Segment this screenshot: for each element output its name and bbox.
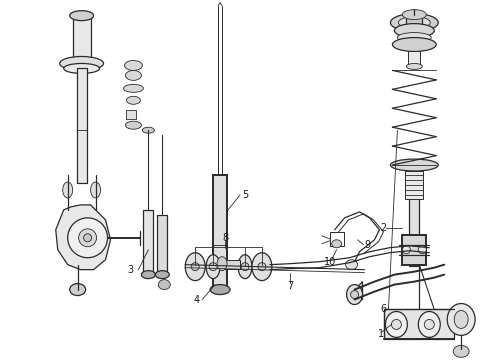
Ellipse shape [210, 285, 230, 294]
Bar [76, 68, 87, 183]
Ellipse shape [217, 257, 227, 271]
Circle shape [68, 218, 107, 258]
Circle shape [209, 263, 217, 271]
Text: 10: 10 [323, 257, 336, 267]
Ellipse shape [185, 253, 205, 280]
Circle shape [392, 319, 401, 329]
Circle shape [191, 263, 199, 271]
Ellipse shape [391, 159, 438, 171]
Circle shape [350, 291, 359, 298]
Text: 5: 5 [242, 190, 248, 200]
Bar [157, 215, 167, 275]
Bar [222, 260, 240, 269]
Polygon shape [355, 282, 363, 300]
Polygon shape [56, 205, 111, 270]
Ellipse shape [124, 60, 143, 71]
Ellipse shape [158, 280, 171, 289]
Bar [406, 15, 422, 24]
Ellipse shape [238, 255, 252, 279]
Text: 6: 6 [380, 305, 387, 315]
Ellipse shape [346, 285, 363, 305]
Text: 3: 3 [127, 265, 133, 275]
Bar [405, 171, 423, 199]
Ellipse shape [392, 37, 436, 51]
Ellipse shape [125, 71, 142, 80]
Ellipse shape [143, 127, 154, 133]
Text: 2: 2 [380, 223, 387, 233]
Ellipse shape [126, 96, 141, 104]
Ellipse shape [418, 311, 440, 337]
Bar [73, 15, 91, 63]
Bar [408, 51, 420, 67]
Ellipse shape [453, 345, 469, 357]
Ellipse shape [91, 182, 100, 198]
Ellipse shape [406, 63, 422, 69]
Ellipse shape [394, 24, 434, 37]
Ellipse shape [447, 303, 475, 336]
Ellipse shape [63, 182, 73, 198]
Circle shape [241, 263, 249, 271]
Ellipse shape [64, 63, 99, 73]
Ellipse shape [252, 253, 272, 280]
Circle shape [78, 229, 97, 247]
Ellipse shape [70, 11, 94, 21]
Ellipse shape [391, 14, 438, 32]
Text: 8: 8 [222, 233, 228, 243]
Text: 4: 4 [193, 294, 199, 305]
Text: 9: 9 [365, 240, 370, 250]
Ellipse shape [398, 17, 430, 28]
Ellipse shape [206, 255, 220, 279]
Bar [385, 310, 454, 339]
Ellipse shape [345, 260, 358, 270]
Ellipse shape [155, 271, 169, 279]
Circle shape [84, 234, 92, 242]
Circle shape [258, 263, 266, 271]
Ellipse shape [123, 84, 144, 92]
Ellipse shape [60, 57, 103, 71]
Bar [330, 232, 343, 246]
Text: 1: 1 [378, 329, 385, 339]
Ellipse shape [386, 311, 407, 337]
Bar [213, 175, 227, 289]
Text: 7: 7 [287, 280, 293, 291]
Circle shape [402, 246, 410, 254]
Circle shape [424, 319, 434, 329]
Ellipse shape [125, 121, 142, 129]
Bar [402, 235, 426, 265]
Ellipse shape [454, 310, 468, 328]
Ellipse shape [70, 284, 86, 296]
Ellipse shape [402, 10, 426, 20]
Bar [126, 110, 136, 119]
Bar [409, 171, 419, 266]
Ellipse shape [332, 240, 342, 248]
Circle shape [418, 246, 426, 254]
Ellipse shape [142, 271, 155, 279]
Ellipse shape [397, 32, 431, 42]
Bar [144, 210, 153, 275]
